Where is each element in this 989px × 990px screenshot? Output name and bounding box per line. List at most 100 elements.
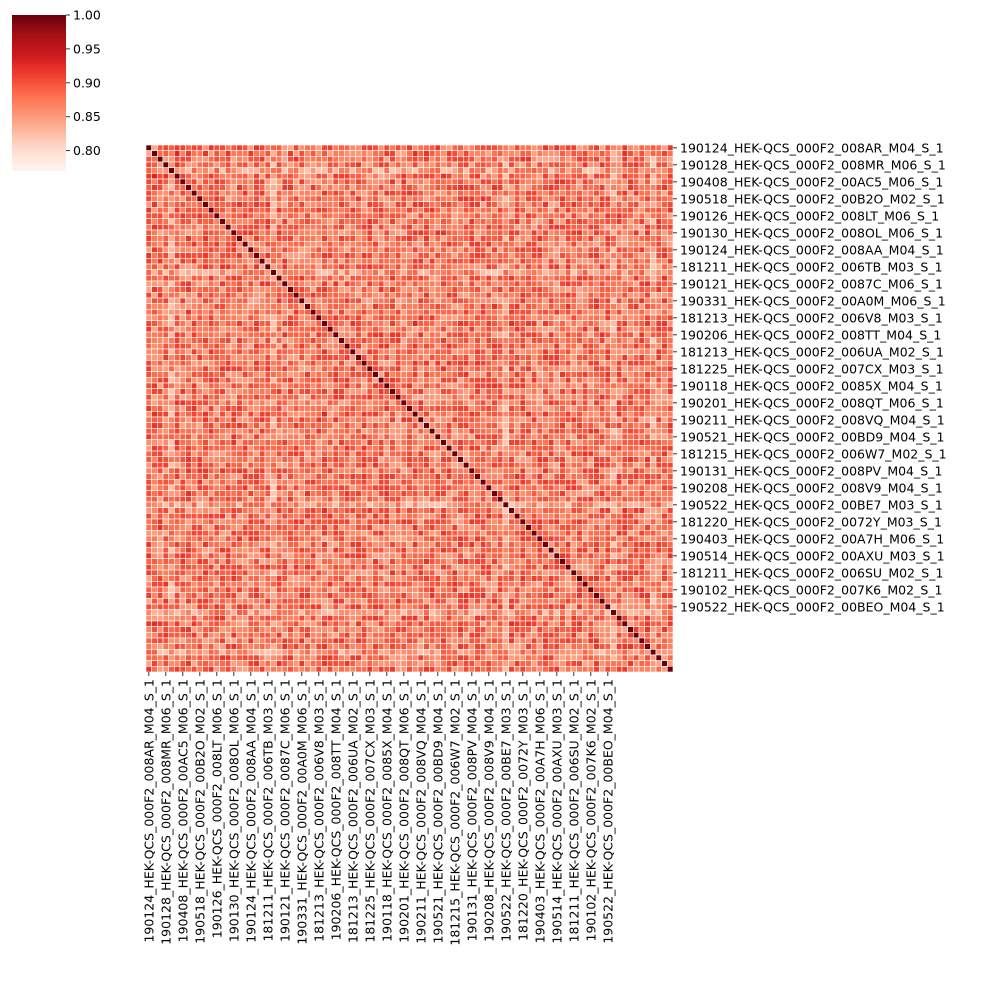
- heatmap-cell: [604, 292, 611, 299]
- heatmap-cell: [633, 354, 640, 361]
- heatmap-cell: [633, 416, 640, 423]
- heatmap-cell: [287, 184, 294, 191]
- heatmap-cell: [604, 167, 611, 174]
- heatmap-cell: [417, 411, 424, 418]
- heatmap-cell: [423, 428, 430, 435]
- heatmap-cell: [423, 280, 430, 287]
- heatmap-cell: [174, 343, 181, 350]
- heatmap-cell: [145, 416, 152, 423]
- heatmap-cell: [185, 156, 192, 163]
- heatmap-cell: [587, 303, 594, 310]
- heatmap-cell: [582, 297, 589, 304]
- heatmap-cell: [264, 337, 271, 344]
- heatmap-cell: [247, 411, 254, 418]
- heatmap-cell: [587, 331, 594, 338]
- heatmap-cell: [338, 416, 345, 423]
- heatmap-cell: [593, 371, 600, 378]
- heatmap-cell: [406, 167, 413, 174]
- heatmap-cell: [338, 144, 345, 151]
- heatmap-cell: [576, 258, 583, 265]
- heatmap-cell: [661, 382, 668, 389]
- heatmap-cell: [327, 416, 334, 423]
- heatmap-cell: [593, 365, 600, 372]
- heatmap-cell: [519, 433, 526, 440]
- heatmap-cell: [162, 405, 169, 412]
- heatmap-cell: [332, 201, 339, 208]
- heatmap-cell: [491, 258, 498, 265]
- heatmap-cell: [633, 331, 640, 338]
- heatmap-cell: [457, 428, 464, 435]
- heatmap-cell: [587, 269, 594, 276]
- heatmap-cell: [417, 394, 424, 401]
- heatmap-cell: [395, 292, 402, 299]
- heatmap-cell: [616, 354, 623, 361]
- heatmap-cell: [259, 439, 266, 446]
- heatmap-cell: [185, 173, 192, 180]
- heatmap-cell: [525, 235, 532, 242]
- heatmap-cell: [361, 416, 368, 423]
- heatmap-cell: [304, 235, 311, 242]
- heatmap-cell: [531, 258, 538, 265]
- heatmap-cell: [400, 399, 407, 406]
- heatmap-cell: [236, 150, 243, 157]
- heatmap-cell: [559, 275, 566, 282]
- heatmap-cell: [599, 343, 606, 350]
- heatmap-cell: [604, 224, 611, 231]
- heatmap-cell: [247, 161, 254, 168]
- heatmap-cell: [491, 167, 498, 174]
- heatmap-cell: [219, 360, 226, 367]
- heatmap-cell: [576, 161, 583, 168]
- heatmap-cell: [599, 428, 606, 435]
- heatmap-cell: [485, 184, 492, 191]
- heatmap-cell: [627, 144, 634, 151]
- heatmap-cell: [542, 212, 549, 219]
- heatmap-cell: [508, 173, 515, 180]
- heatmap-cell: [372, 235, 379, 242]
- heatmap-cell: [429, 269, 436, 276]
- heatmap-cell: [644, 377, 651, 384]
- heatmap-cell: [655, 156, 662, 163]
- heatmap-cell: [395, 394, 402, 401]
- heatmap-cell: [321, 377, 328, 384]
- heatmap-cell: [378, 326, 385, 333]
- heatmap-cell: [281, 394, 288, 401]
- heatmap-cell: [463, 331, 470, 338]
- heatmap-cell: [536, 399, 543, 406]
- heatmap-cell: [451, 258, 458, 265]
- heatmap-cell: [191, 428, 198, 435]
- heatmap-cell: [525, 439, 532, 446]
- heatmap-cell: [344, 428, 351, 435]
- heatmap-cell: [247, 229, 254, 236]
- heatmap-cell: [293, 167, 300, 174]
- heatmap-cell: [321, 252, 328, 259]
- heatmap-cell: [151, 144, 158, 151]
- heatmap-cell: [644, 428, 651, 435]
- heatmap-cell: [661, 411, 668, 418]
- heatmap-cell: [604, 428, 611, 435]
- heatmap-cell: [236, 405, 243, 412]
- heatmap-cell: [179, 190, 186, 197]
- heatmap-cell: [463, 178, 470, 185]
- heatmap-cell: [474, 337, 481, 344]
- heatmap-cell: [508, 144, 515, 151]
- heatmap-cell: [627, 167, 634, 174]
- heatmap-cell: [225, 263, 232, 270]
- heatmap-cell: [185, 235, 192, 242]
- heatmap-cell: [604, 246, 611, 253]
- heatmap-cell: [247, 326, 254, 333]
- heatmap-cell: [582, 292, 589, 299]
- heatmap-cell: [525, 433, 532, 440]
- heatmap-cell: [287, 144, 294, 151]
- heatmap-cell: [196, 161, 203, 168]
- heatmap-cell: [519, 303, 526, 310]
- heatmap-cell: [508, 433, 515, 440]
- heatmap-cell: [446, 343, 453, 350]
- heatmap-cell: [378, 314, 385, 321]
- heatmap-cell: [548, 377, 555, 384]
- heatmap-cell: [145, 371, 152, 378]
- heatmap-cell: [174, 354, 181, 361]
- heatmap-cell: [650, 433, 657, 440]
- heatmap-cell: [406, 161, 413, 168]
- heatmap-cell: [650, 382, 657, 389]
- heatmap-cell: [559, 314, 566, 321]
